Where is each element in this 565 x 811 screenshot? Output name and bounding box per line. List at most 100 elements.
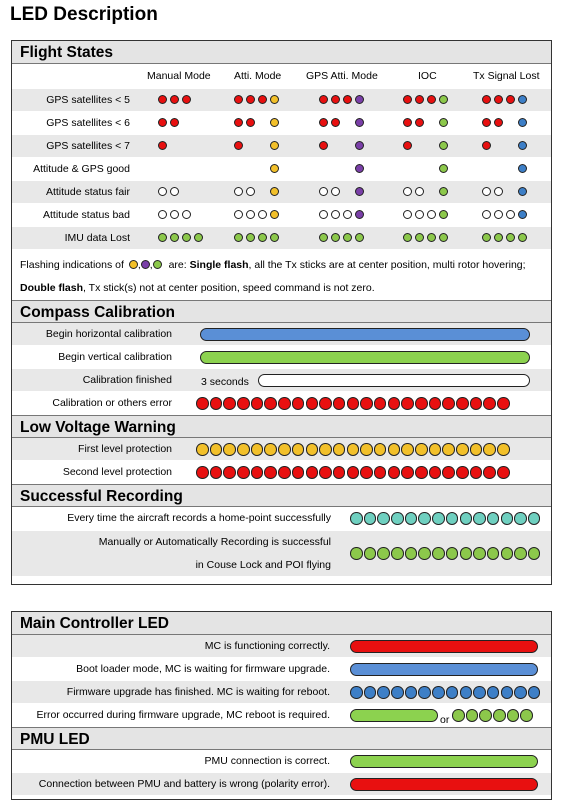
blue-led-bar [200,328,530,341]
voltage-table: First level protection Second level prote… [12,438,551,484]
white-led-icon [258,210,267,219]
row-label: GPS satellites < 5 [46,94,130,106]
led-dot-group [403,141,451,151]
red-led-icon [482,95,491,104]
yellow-dot-icon [128,260,138,269]
col-manual: Manual Mode [147,70,211,82]
led-dot-group [482,164,530,174]
row-label: Calibration finished [82,374,172,386]
yellow-led-icon [237,443,250,456]
led-spacer [506,118,515,127]
red-led-icon [264,397,277,410]
teal-led-icon [459,512,472,525]
led-spacer [494,164,503,173]
blue-led-icon [518,187,527,196]
red-led-icon [196,397,209,410]
red-led-icon [456,466,469,479]
red-led-icon [319,118,328,127]
recording-heading: Successful Recording [12,484,551,507]
yellow-led-icon [209,443,223,456]
red-led-icon [237,397,250,410]
green-led-icon [427,233,436,242]
green-led-icon [459,547,472,560]
white-led-icon [482,187,491,196]
led-dot-group [403,164,451,174]
flight-states-table: GPS satellites < 5 GPS satellites < 6 GPS … [12,89,551,250]
green-led-icon [465,709,479,722]
yellow-led-icon [250,443,264,456]
green-led-icon [246,233,255,242]
green-led-icon [482,233,491,242]
white-led-icon [158,210,167,219]
yellow-led-icon [332,443,346,456]
green-led-icon [194,233,203,242]
red-led-icon [497,397,510,410]
green-led-icon [363,547,377,560]
red-led-icon [346,466,360,479]
green-led-icon [518,233,527,242]
yellow-led-icon [270,164,279,173]
led-dot-group [158,95,194,105]
row-label: IMU data Lost [64,232,130,244]
white-led-icon [234,187,243,196]
white-led-icon [319,210,328,219]
flight-state-row: Attitude & GPS good [12,158,551,181]
mc-row: Firmware upgrade has finished. MC is wai… [12,681,551,704]
red-led-icon [456,397,469,410]
row-label: MC is functioning correctly. [204,640,330,652]
red-led-icon [403,141,412,150]
white-led-icon [158,187,167,196]
yellow-led-icon [360,443,373,456]
blue-led-icon [518,210,527,219]
white-led-icon [319,187,328,196]
red-led-icon [170,95,179,104]
pmu-row: PMU connection is correct. [12,750,551,773]
red-led-icon [469,397,483,410]
yellow-led-icon [442,443,455,456]
green-led-icon [403,233,412,242]
red-led-icon [278,466,291,479]
red-led-icon [250,466,264,479]
purple-led-icon [355,118,364,127]
white-led-icon [415,210,424,219]
led-spacer [246,141,255,150]
green-led-icon [158,233,167,242]
green-led-icon [500,547,514,560]
white-led-icon [343,210,352,219]
white-led-icon [182,210,191,219]
led-dot-group [158,233,206,243]
red-led-icon [403,95,412,104]
green-led-icon [473,547,486,560]
led-spacer [427,164,436,173]
col-gps-atti: GPS Atti. Mode [306,70,378,82]
row-label: Begin vertical calibration [58,351,172,363]
led-dot-group [319,187,367,197]
row-label: Attitude & GPS good [33,163,130,175]
led-dot-group [452,709,534,722]
red-led-icon [442,466,455,479]
led-spacer [258,164,267,173]
led-dot-group [403,118,451,128]
voltage-row: First level protection [12,438,551,461]
row-label: Firmware upgrade has finished. MC is wai… [66,686,330,698]
red-led-icon [415,95,424,104]
led-spacer [343,141,352,150]
flight-states-heading: Flight States [12,41,551,64]
green-led-icon [493,709,506,722]
teal-led-icon [418,512,431,525]
red-led-icon [415,397,428,410]
led-dot-group [319,210,367,220]
white-led-icon [482,210,491,219]
led-spacer [319,164,328,173]
red-led-icon [158,141,167,150]
mc-row: Error occurred during firmware upgrade, … [12,704,551,727]
red-led-icon [234,118,243,127]
yellow-led-icon [270,95,279,104]
teal-led-icon [432,512,445,525]
voltage-heading: Low Voltage Warning [12,415,551,438]
led-dot-group [234,95,282,105]
white-led-icon [170,210,179,219]
led-spacer [427,187,436,196]
col-tx-lost: Tx Signal Lost [473,70,540,82]
yellow-led-icon [223,443,236,456]
